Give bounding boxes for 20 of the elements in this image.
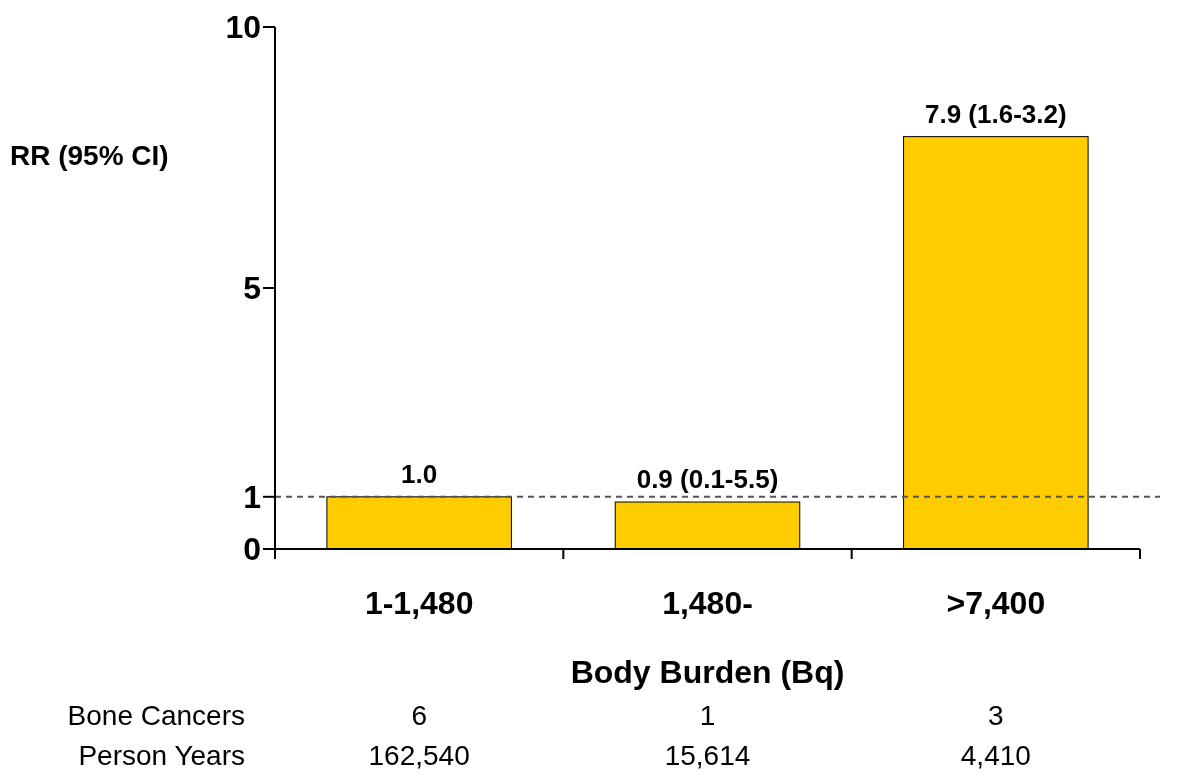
y-tick-label: 10: [225, 9, 261, 46]
x-axis-title: Body Burden (Bq): [570, 654, 845, 690]
text: Bone Cancers: [67, 700, 245, 731]
x-tick-label: 1-1,480: [364, 585, 474, 621]
text: 1: [699, 700, 716, 731]
x-tick-label: >7,400: [946, 585, 1046, 621]
text: 15,614: [664, 740, 751, 771]
text: 6: [411, 700, 427, 731]
y-tick-label: 5: [243, 270, 261, 307]
data-label: 7.9 (1.6-3.2): [925, 98, 1067, 129]
data-label: 1.0: [401, 458, 438, 489]
y-tick-label: 1: [243, 479, 261, 515]
text: 4,410: [960, 740, 1031, 771]
text: 162,540: [368, 740, 470, 771]
x-tick-label: 1,480-: [662, 585, 753, 621]
y-axis-title: RR (95% CI): [10, 140, 169, 171]
y-tick-label: 0: [243, 531, 261, 568]
text: 3: [988, 700, 1004, 731]
data-label: 0.9 (0.1-5.5): [636, 464, 779, 495]
text: Person Years: [78, 740, 245, 771]
